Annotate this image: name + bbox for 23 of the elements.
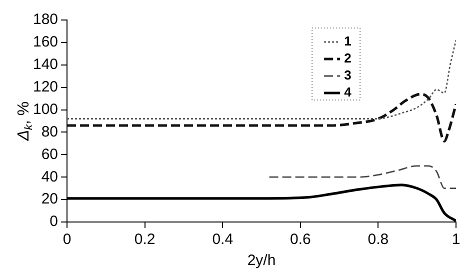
y-tick-label: 140: [32, 56, 58, 74]
y-tick-label: 0: [50, 213, 58, 230]
y-tick-label: 60: [41, 146, 58, 163]
x-tick-label: 1: [452, 231, 460, 248]
legend-label: 1: [344, 34, 352, 49]
y-tick-label: 120: [32, 78, 58, 96]
x-axis-title: 2y/h: [247, 252, 276, 270]
y-axis-title: Δk, %: [15, 101, 36, 142]
y-tick-label: 40: [41, 168, 58, 186]
y-tick-label: 160: [32, 34, 58, 51]
x-tick-label: 0.2: [134, 231, 156, 248]
y-tick-label: 180: [32, 11, 58, 28]
y-tick-label: 80: [41, 123, 58, 140]
x-tick-label: 0.8: [368, 231, 389, 248]
x-tick-label: 0.6: [290, 231, 311, 248]
legend-label: 2: [344, 50, 352, 66]
legend-label: 4: [344, 84, 352, 100]
x-tick-label: 0.4: [212, 231, 234, 248]
y-tick-label: 20: [41, 190, 58, 208]
y-tick-label: 100: [32, 100, 58, 118]
x-tick-label: 0: [62, 231, 72, 248]
legend-label: 3: [344, 68, 352, 83]
line-series: [268, 165, 456, 190]
